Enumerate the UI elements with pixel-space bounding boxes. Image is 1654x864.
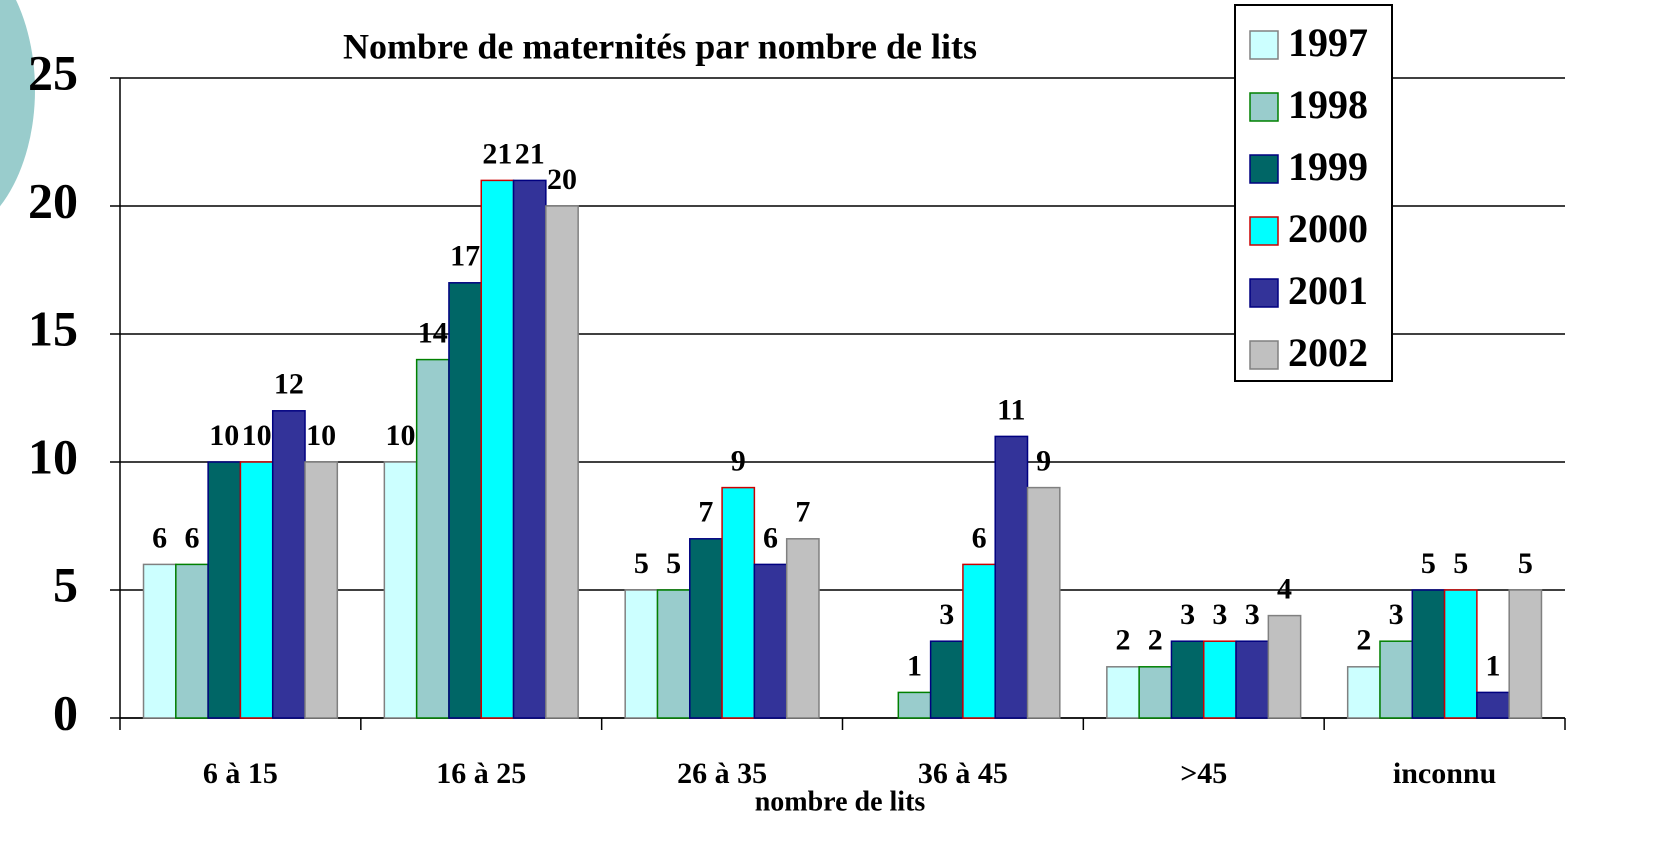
data-label: 7 xyxy=(795,496,810,529)
legend-swatch xyxy=(1249,278,1279,308)
bar xyxy=(753,563,788,719)
data-label: 9 xyxy=(731,444,746,477)
bar xyxy=(545,205,579,719)
data-label: 4 xyxy=(1277,572,1292,605)
data-label: 6 xyxy=(152,521,167,554)
bar xyxy=(480,179,515,719)
data-label: 10 xyxy=(306,419,336,452)
data-label: 5 xyxy=(1518,547,1533,580)
legend-label: 2002 xyxy=(1288,330,1368,375)
bar xyxy=(175,563,209,719)
data-label: 17 xyxy=(450,240,480,273)
data-label: 14 xyxy=(418,316,448,349)
chart-title: Nombre de maternités par nombre de lits xyxy=(343,26,977,66)
data-label: 9 xyxy=(1036,444,1051,477)
bar xyxy=(785,538,820,719)
data-label: 2 xyxy=(1148,624,1163,657)
legend-swatch xyxy=(1249,216,1279,246)
data-label: 3 xyxy=(1212,598,1227,631)
legend-label: 1998 xyxy=(1288,82,1368,127)
data-label: 5 xyxy=(1453,547,1468,580)
y-tick-label: 20 xyxy=(28,172,78,228)
bar xyxy=(142,563,177,719)
bar xyxy=(689,538,723,719)
data-label: 5 xyxy=(666,547,681,580)
legend-label: 2001 xyxy=(1288,268,1368,313)
y-tick-label: 0 xyxy=(53,684,78,740)
data-label: 3 xyxy=(1245,598,1260,631)
legend-swatch xyxy=(1249,92,1279,122)
data-label: 10 xyxy=(386,419,416,452)
y-tick-label: 15 xyxy=(28,300,78,356)
data-label: 11 xyxy=(997,393,1025,426)
bar xyxy=(656,589,691,719)
data-label: 6 xyxy=(972,521,987,554)
bar xyxy=(1267,614,1302,719)
data-label: 7 xyxy=(698,496,713,529)
bar xyxy=(1379,640,1414,719)
bar xyxy=(1106,666,1140,719)
bar xyxy=(1138,666,1173,719)
bar xyxy=(897,691,932,719)
data-label: 2 xyxy=(1116,624,1131,657)
bar xyxy=(962,563,996,719)
x-tick-label: 36 à 45 xyxy=(918,757,1008,790)
legend-box xyxy=(1234,4,1393,382)
data-label: 3 xyxy=(939,598,954,631)
data-label: 21 xyxy=(515,137,545,170)
bar xyxy=(1170,640,1205,719)
y-tick-label: 10 xyxy=(28,428,78,484)
data-label: 10 xyxy=(242,419,272,452)
bar xyxy=(1508,589,1543,719)
legend-label: 1997 xyxy=(1288,20,1368,65)
bar xyxy=(415,358,450,719)
data-label: 6 xyxy=(184,521,199,554)
legend-swatch xyxy=(1249,30,1279,60)
legend-label: 2000 xyxy=(1288,206,1368,251)
bar xyxy=(1026,486,1061,719)
bar xyxy=(271,410,306,719)
data-label: 10 xyxy=(209,419,239,452)
data-label: 1 xyxy=(1486,649,1501,682)
data-label: 3 xyxy=(1180,598,1195,631)
data-label: 21 xyxy=(482,137,512,170)
bar xyxy=(512,179,547,719)
bar xyxy=(721,486,756,719)
data-label: 20 xyxy=(547,163,577,196)
x-tick-label: 26 à 35 xyxy=(677,757,767,790)
bar xyxy=(239,461,274,719)
data-label: 1 xyxy=(907,649,922,682)
legend-swatch xyxy=(1249,340,1279,370)
bar xyxy=(207,461,242,719)
data-label: 12 xyxy=(274,368,304,401)
bar xyxy=(929,640,964,719)
data-label: 5 xyxy=(634,547,649,580)
y-tick-label: 25 xyxy=(28,44,78,100)
bar xyxy=(448,282,483,719)
bar xyxy=(624,589,659,719)
legend-label: 1999 xyxy=(1288,144,1368,189)
bar xyxy=(1411,589,1446,719)
x-tick-label: 16 à 25 xyxy=(436,757,526,790)
bar xyxy=(1443,589,1478,719)
x-tick-label: inconnu xyxy=(1393,757,1496,790)
x-tick-label: 6 à 15 xyxy=(203,757,278,790)
data-label: 3 xyxy=(1389,598,1404,631)
y-tick-label: 5 xyxy=(53,556,78,612)
bar xyxy=(1203,640,1237,719)
legend-swatch xyxy=(1249,154,1279,184)
x-tick-label: >45 xyxy=(1180,757,1227,790)
data-label: 6 xyxy=(763,521,778,554)
bar xyxy=(304,461,339,719)
data-label: 2 xyxy=(1356,624,1371,657)
bar xyxy=(383,461,418,719)
bar xyxy=(1476,691,1510,719)
decoration xyxy=(0,0,35,207)
data-label: 5 xyxy=(1421,547,1436,580)
bar xyxy=(994,435,1029,719)
bar xyxy=(1346,666,1381,719)
bar xyxy=(1235,640,1270,719)
x-axis-label: nombre de lits xyxy=(755,786,926,817)
